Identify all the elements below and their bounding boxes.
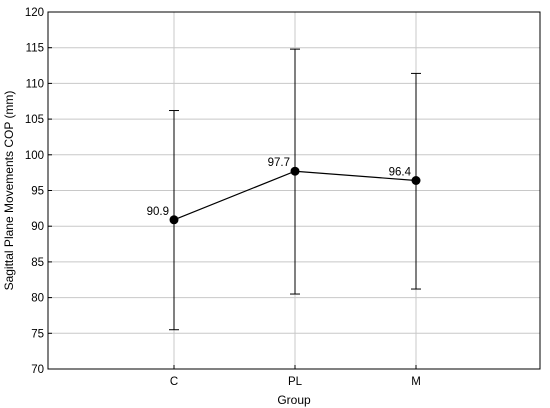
x-axis-ticks: C PL M	[170, 365, 421, 388]
data-point	[290, 166, 300, 176]
x-tick-label: M	[411, 376, 421, 388]
y-tick-label: 100	[25, 150, 44, 162]
y-tick-label: 75	[31, 328, 44, 340]
y-tick-label: 120	[25, 7, 44, 19]
y-tick-label: 85	[31, 257, 44, 269]
x-tick-label: C	[170, 376, 178, 388]
data-label: 96.4	[389, 167, 412, 179]
y-tick-label: 95	[31, 186, 44, 198]
x-axis-title: Group	[277, 393, 311, 407]
grid	[48, 12, 540, 369]
y-tick-label: 105	[25, 114, 44, 126]
data-label: 97.7	[268, 157, 290, 169]
series: 90.9 97.7 96.4	[147, 48, 421, 331]
x-tick-label: PL	[288, 376, 303, 388]
y-tick-label: 115	[26, 43, 44, 55]
data-point	[411, 176, 421, 186]
y-tick-label: 90	[31, 221, 44, 233]
y-tick-label: 80	[31, 293, 44, 305]
y-tick-label: 70	[31, 364, 44, 376]
data-label: 90.9	[147, 206, 169, 218]
y-tick-label: 110	[26, 78, 44, 90]
y-axis-title: Sagittal Plane Movements COP (mm)	[2, 91, 16, 291]
data-point	[169, 215, 179, 225]
y-axis-ticks: 70 75 80 85 90 95 100 105 110 115 120	[25, 7, 52, 376]
